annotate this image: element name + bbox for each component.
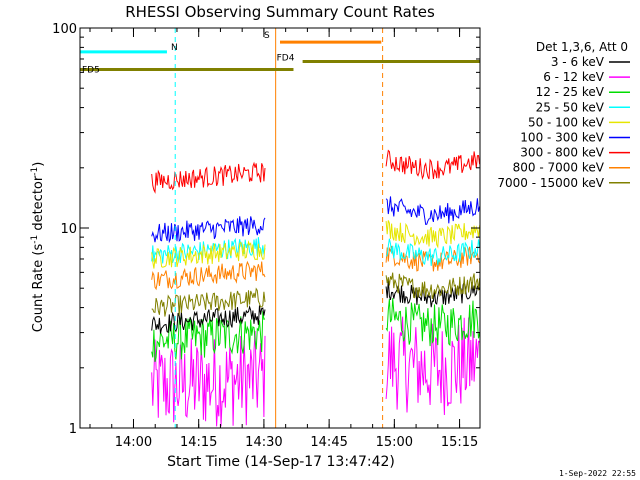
legend-label: 300 - 800 keV: [520, 146, 604, 160]
legend-header: Det 1,3,6, Att 0: [536, 40, 628, 54]
x-tick-label: 14:30: [245, 435, 282, 450]
legend-label: 12 - 25 keV: [536, 85, 605, 99]
marker-label: S: [264, 31, 270, 41]
series-line: [151, 260, 266, 291]
series-line: [151, 216, 266, 244]
data-layer: [80, 28, 480, 428]
y-tick-label: 100: [52, 22, 77, 37]
legend-label: 7000 - 15000 keV: [497, 176, 604, 190]
series-line: [385, 238, 480, 266]
y-tick-label: 1: [69, 422, 77, 437]
plot-area: N S FD4 FD5 1 10 100 14:00 14:15 14:30 14:45 15:00 1…: [52, 22, 481, 450]
footer-date: 1-Sep-2022 22:55: [559, 469, 636, 478]
series-line: [385, 316, 480, 416]
legend-label: 100 - 300 keV: [520, 131, 604, 145]
y-axis-label-sup2: -1: [30, 167, 40, 176]
legend-label: 25 - 50 keV: [536, 100, 605, 114]
series-line: [385, 196, 480, 225]
legend-label: 3 - 6 keV: [551, 55, 605, 69]
series-line: [385, 149, 480, 181]
x-tick-label: 14:15: [180, 435, 217, 450]
axes-frame: [79, 27, 481, 429]
series-line: [151, 305, 266, 334]
y-axis-label-main: Count Rate (s: [31, 244, 46, 333]
y-tick-label: 10: [60, 222, 77, 237]
x-tick-label: 14:00: [115, 435, 152, 450]
x-axis-label: Start Time (14-Sep-17 13:47:42): [167, 454, 395, 470]
y-axis-label-mid: detector: [31, 175, 46, 235]
y-axis-label: Count Rate (s-1 detector-1): [30, 162, 46, 333]
series-line: [385, 272, 480, 300]
x-tick-label: 15:00: [376, 435, 413, 450]
y-axis-label-end: ): [31, 162, 46, 167]
series-line: [151, 310, 266, 362]
series-line: [385, 298, 480, 347]
series-line: [151, 287, 266, 317]
legend-label: 6 - 12 keV: [543, 70, 605, 84]
x-tick-label: 15:15: [441, 435, 478, 450]
x-tick-label: 14:45: [310, 435, 347, 450]
series-line: [385, 220, 480, 249]
chart-title: RHESSI Observing Summary Count Rates: [125, 3, 435, 21]
marker-label: FD4: [277, 53, 295, 63]
marker-label: FD5: [82, 66, 100, 76]
legend-label: 800 - 7000 keV: [513, 161, 605, 175]
series-line: [151, 240, 266, 269]
series-line: [151, 330, 266, 427]
y-axis-label-sup1: -1: [30, 235, 40, 244]
legend-label: 50 - 100 keV: [528, 115, 605, 129]
marker-label: N: [171, 43, 178, 53]
series-line: [151, 161, 266, 194]
